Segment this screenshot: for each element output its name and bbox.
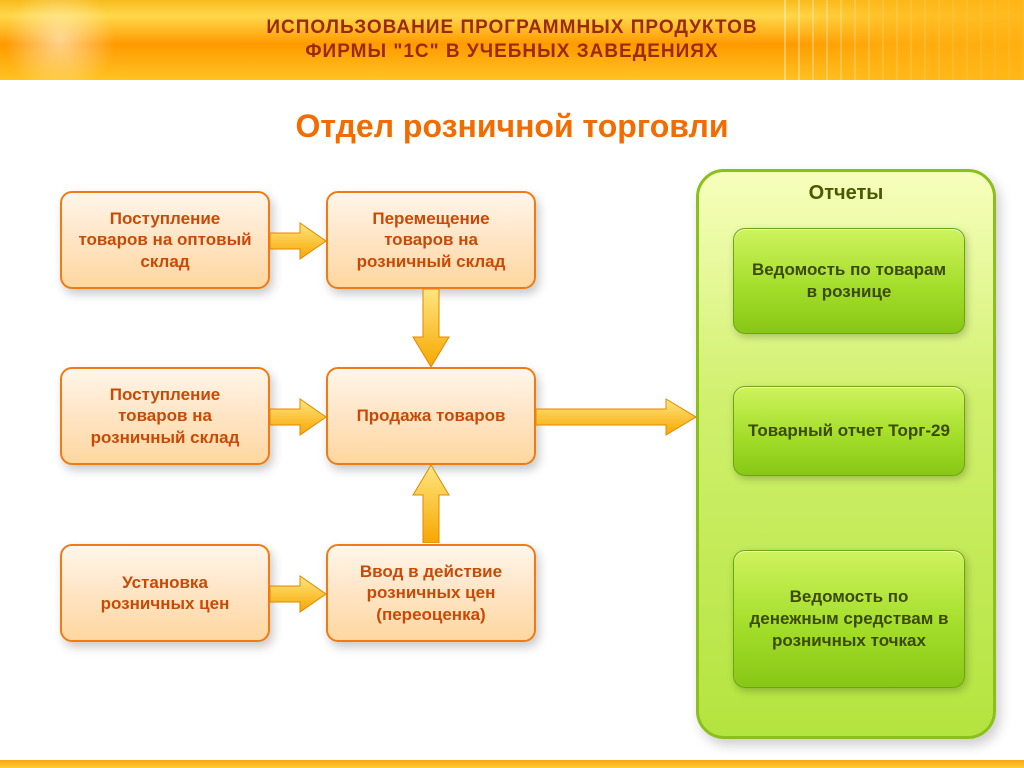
header-band: ИСПОЛЬЗОВАНИЕ ПРОГРАММНЫХ ПРОДУКТОВ ФИРМ… <box>0 0 1024 80</box>
node-revaluation: Ввод в действие розничных цен (переоценк… <box>326 544 536 642</box>
arrow-n6-n4 <box>409 465 453 543</box>
node-set-prices: Установка розничных цен <box>60 544 270 642</box>
report-torg-29: Товарный отчет Торг-29 <box>733 386 965 476</box>
arrow-n1-n2 <box>270 219 326 263</box>
reports-title: Отчеты <box>699 182 993 205</box>
footer-accent <box>0 760 1024 768</box>
page-title: Отдел розничной торговли <box>0 108 1024 145</box>
node-retail-intake: Поступление товаров на розничный склад <box>60 367 270 465</box>
node-transfer-retail: Перемещение товаров на розничный склад <box>326 191 536 289</box>
report-retail-statement: Ведомость по товарам в рознице <box>733 228 965 334</box>
arrow-n4-reports <box>536 395 696 439</box>
diagram-stage: Поступление товаров на оптовый склад Пер… <box>0 169 1024 759</box>
header-title: ИСПОЛЬЗОВАНИЕ ПРОГРАММНЫХ ПРОДУКТОВ ФИРМ… <box>266 16 757 64</box>
arrow-n3-n4 <box>270 395 326 439</box>
node-wholesale-intake: Поступление товаров на оптовый склад <box>60 191 270 289</box>
node-sales: Продажа товаров <box>326 367 536 465</box>
reports-panel: Отчеты Ведомость по товарам в рознице То… <box>696 169 996 739</box>
header-line2: ФИРМЫ "1С" В УЧЕБНЫХ ЗАВЕДЕНИЯХ <box>266 40 757 64</box>
report-cash-statement: Ведомость по денежным средствам в рознич… <box>733 550 965 688</box>
arrow-n2-n4 <box>409 289 453 367</box>
header-line1: ИСПОЛЬЗОВАНИЕ ПРОГРАММНЫХ ПРОДУКТОВ <box>266 16 757 40</box>
arrow-n5-n6 <box>270 572 326 616</box>
